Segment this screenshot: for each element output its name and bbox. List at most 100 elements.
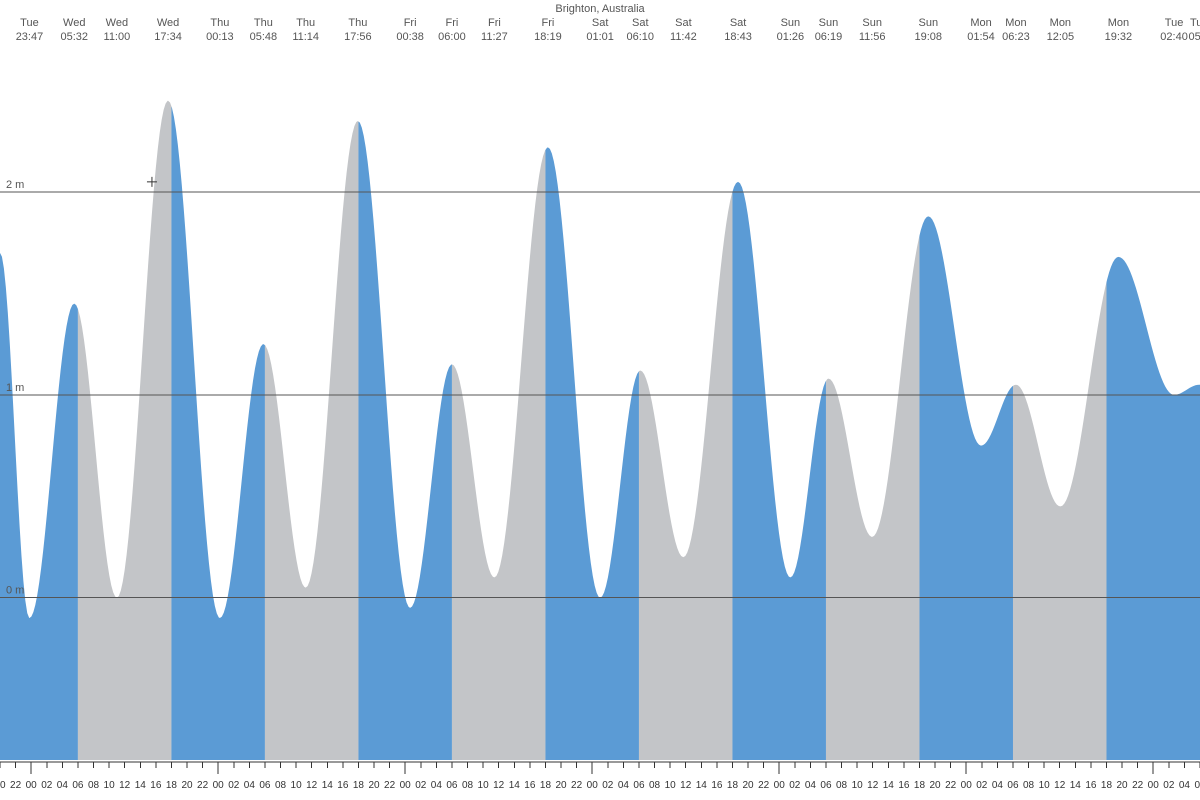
event-time-label: 06:23 [1002, 31, 1030, 43]
event-day-label: Wed [106, 17, 128, 29]
event-day-label: Sat [675, 17, 692, 29]
chart-title: Brighton, Australia [555, 3, 645, 15]
event-time-label: 11:00 [104, 31, 131, 43]
x-hour-label: 22 [197, 780, 209, 791]
x-hour-label: 22 [384, 780, 396, 791]
event-time-label: 18:19 [534, 31, 562, 43]
event-day-label: Fri [404, 17, 417, 29]
x-hour-label: 02 [976, 780, 988, 791]
x-hour-label: 12 [680, 780, 692, 791]
x-hour-label: 04 [431, 780, 443, 791]
event-day-label: Sun [781, 17, 801, 29]
x-hour-label: 22 [945, 780, 957, 791]
x-hour-label: 18 [914, 780, 926, 791]
x-hour-label: 12 [1054, 780, 1066, 791]
event-time-label: 06:00 [438, 31, 466, 43]
event-day-label: Fri [446, 17, 459, 29]
x-hour-label: 00 [26, 780, 38, 791]
event-day-label: Thu [348, 17, 367, 29]
event-time-label: 11:42 [670, 31, 697, 43]
x-hour-label: 08 [275, 780, 287, 791]
x-hour-label: 10 [291, 780, 303, 791]
x-hour-label: 06 [820, 780, 832, 791]
x-hour-label: 04 [1179, 780, 1191, 791]
x-hour-label: 20 [0, 780, 6, 791]
x-hour-label: 14 [883, 780, 895, 791]
x-hour-label: 22 [1132, 780, 1144, 791]
x-hour-label: 14 [322, 780, 334, 791]
x-hour-label: 12 [493, 780, 505, 791]
x-hour-label: 08 [88, 780, 100, 791]
tide-area [0, 101, 1200, 760]
x-hour-label: 06 [259, 780, 271, 791]
event-day-label: Tue [20, 17, 39, 29]
x-hour-label: 16 [524, 780, 536, 791]
x-hour-label: 12 [867, 780, 879, 791]
x-hour-label: 22 [10, 780, 22, 791]
event-time-label: 00:38 [396, 31, 424, 43]
event-day-label: Tue [1165, 17, 1184, 29]
x-hour-label: 22 [571, 780, 583, 791]
x-hour-label: 10 [665, 780, 677, 791]
event-day-label: Wed [63, 17, 85, 29]
x-hour-label: 20 [742, 780, 754, 791]
x-hour-label: 14 [135, 780, 147, 791]
x-hour-label: 12 [119, 780, 131, 791]
event-time-label: 11:14 [292, 31, 319, 43]
y-tick-label: 1 m [6, 382, 24, 394]
event-time-label: 06:10 [627, 31, 655, 43]
x-hour-label: 04 [57, 780, 69, 791]
event-time-label: 00:13 [206, 31, 234, 43]
event-day-label: Sun [918, 17, 938, 29]
x-hour-label: 04 [618, 780, 630, 791]
x-hour-label: 06 [1194, 780, 1200, 791]
event-day-label: Thu [210, 17, 229, 29]
x-hour-label: 14 [1070, 780, 1082, 791]
x-hour-label: 04 [244, 780, 256, 791]
event-time-label: 11:27 [481, 31, 508, 43]
event-day-label: Sat [632, 17, 649, 29]
x-hour-label: 18 [727, 780, 739, 791]
x-hour-label: 00 [400, 780, 412, 791]
event-time-label: 05:5 [1189, 31, 1200, 43]
event-day-label: Mon [1005, 17, 1026, 29]
event-labels: Tue23:47Wed05:32Wed11:00Wed17:34Thu00:13… [16, 17, 1200, 43]
x-hour-label: 00 [961, 780, 973, 791]
x-hour-label: 20 [555, 780, 567, 791]
x-hour-label: 08 [649, 780, 661, 791]
event-day-label: Sat [592, 17, 609, 29]
x-hour-label: 06 [72, 780, 84, 791]
x-hour-label: 20 [368, 780, 380, 791]
event-time-label: 05:48 [250, 31, 278, 43]
x-hour-label: 08 [462, 780, 474, 791]
x-hour-label: 18 [540, 780, 552, 791]
x-hour-label: 20 [1117, 780, 1129, 791]
event-time-label: 12:05 [1047, 31, 1075, 43]
x-hour-label: 02 [789, 780, 801, 791]
x-hour-label: 10 [852, 780, 864, 791]
x-hour-label: 16 [1085, 780, 1097, 791]
event-day-label: Sun [862, 17, 882, 29]
x-hour-label: 00 [587, 780, 599, 791]
event-day-label: Thu [254, 17, 273, 29]
y-tick-label: 2 m [6, 179, 24, 191]
x-hour-label: 16 [898, 780, 910, 791]
event-day-label: Mon [970, 17, 991, 29]
x-hour-label: 22 [758, 780, 770, 791]
x-hour-label: 04 [805, 780, 817, 791]
x-hour-label: 00 [1148, 780, 1160, 791]
x-hour-label: 10 [1039, 780, 1051, 791]
x-hour-label: 06 [633, 780, 645, 791]
event-time-label: 18:43 [724, 31, 752, 43]
event-time-label: 01:54 [967, 31, 995, 43]
event-day-label: Thu [296, 17, 315, 29]
y-tick-label: 0 m [6, 585, 24, 597]
x-hour-label: 16 [711, 780, 723, 791]
event-time-label: 19:08 [915, 31, 943, 43]
x-hour-label: 06 [446, 780, 458, 791]
x-hour-label: 18 [1101, 780, 1113, 791]
x-hour-label: 14 [509, 780, 521, 791]
event-day-label: Fri [488, 17, 501, 29]
x-hour-label: 04 [992, 780, 1004, 791]
x-hour-label: 20 [181, 780, 193, 791]
